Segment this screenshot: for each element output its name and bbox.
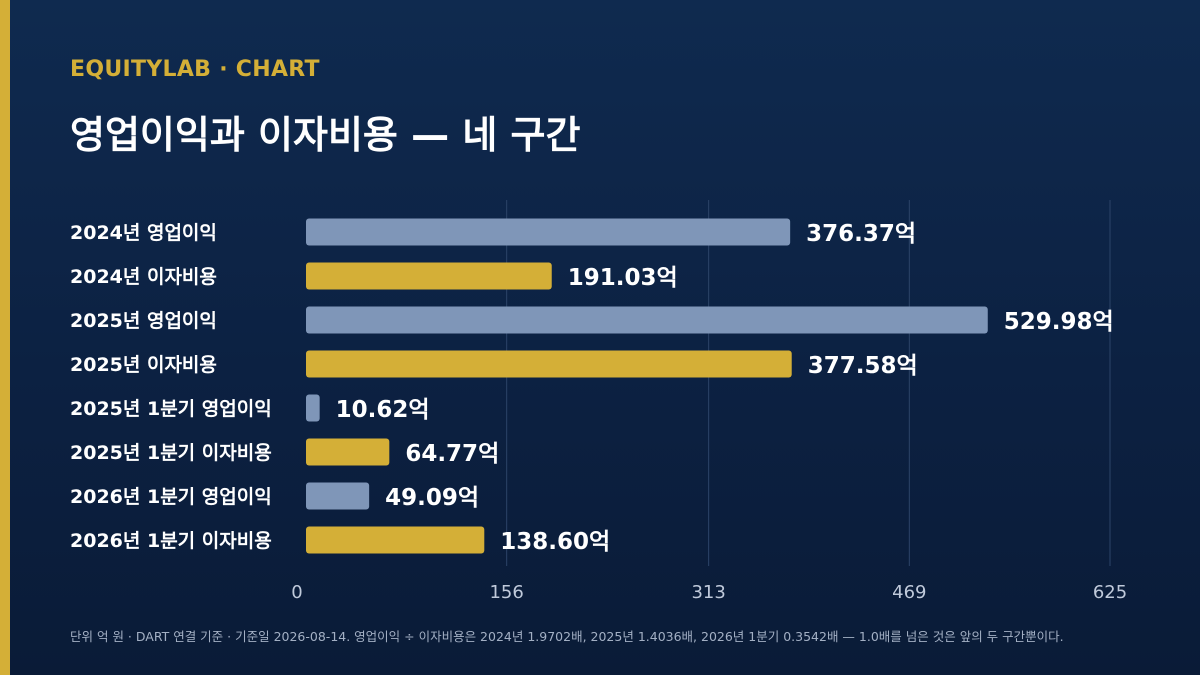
operating-income-bar <box>306 394 320 422</box>
value-labels: 376.37억 191.03억 529.98억 377.58억 10.62억 64.77억… <box>336 221 1114 555</box>
interest-expense-bar <box>306 350 792 378</box>
category-label: 2026년 1분기 이자비용 <box>70 530 272 552</box>
category-label: 2025년 1분기 이자비용 <box>70 442 272 464</box>
value-label: 377.58억 <box>808 353 918 379</box>
value-label: 529.98억 <box>1004 309 1114 335</box>
operating-income-bar <box>306 218 791 246</box>
category-label: 2024년 영업이익 <box>70 222 217 244</box>
footnote: 단위 억 원 · DART 연결 기준 · 기준일 2026-08-14. 영업… <box>70 629 1064 644</box>
category-label: 2025년 이자비용 <box>70 354 217 376</box>
category-label: 2025년 1분기 영업이익 <box>70 398 272 420</box>
x-tick-label: 313 <box>691 582 725 603</box>
interest-expense-bar <box>306 438 390 466</box>
category-label: 2025년 영업이익 <box>70 310 217 332</box>
category-label: 2024년 이자비용 <box>70 266 217 288</box>
category-labels: 2024년 영업이익 2024년 이자비용 2025년 영업이익 2025년 이자비용… <box>70 222 272 552</box>
x-tick-label: 625 <box>1093 582 1127 603</box>
operating-income-bar <box>306 482 370 510</box>
bars <box>306 218 988 554</box>
interest-expense-bar <box>306 526 485 554</box>
value-label: 10.62억 <box>336 397 430 423</box>
chart-title: 영업이익과 이자비용 — 네 구간 <box>70 113 581 157</box>
gridlines <box>506 200 1111 566</box>
x-tick-label: 469 <box>892 582 926 603</box>
value-label: 138.60억 <box>500 529 610 555</box>
accent-strip <box>0 0 10 675</box>
x-tick-label: 0 <box>291 582 302 603</box>
x-tick-label: 156 <box>489 582 523 603</box>
value-label: 64.77억 <box>405 441 499 467</box>
value-label: 191.03억 <box>568 265 678 291</box>
interest-expense-bar <box>306 262 552 290</box>
category-label: 2026년 1분기 영업이익 <box>70 486 272 508</box>
value-label: 376.37억 <box>806 221 916 247</box>
operating-income-bar <box>306 306 988 334</box>
x-axis-ticks: 0 156 313 469 625 <box>291 582 1127 603</box>
value-label: 49.09억 <box>385 485 479 511</box>
brand-label: EQUITYLAB · CHART <box>70 57 320 82</box>
